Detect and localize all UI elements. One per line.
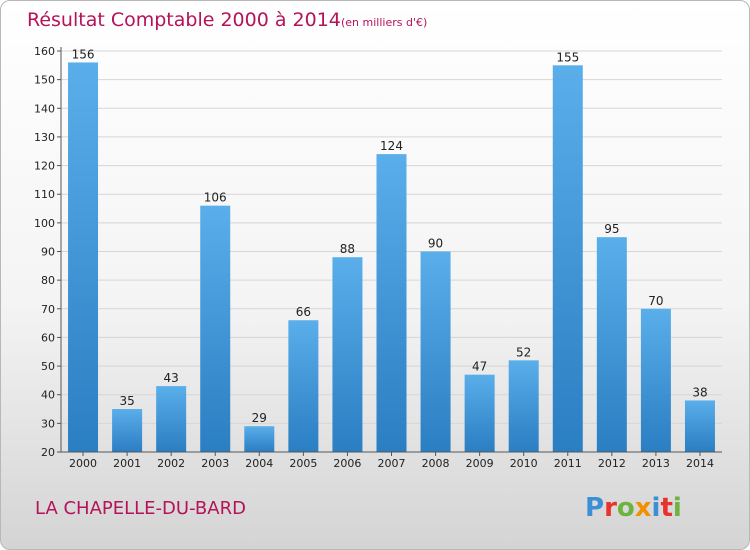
data-label: 95 (604, 222, 619, 236)
x-tick-label: 2014 (686, 457, 714, 470)
y-tick-label: 80 (41, 274, 55, 287)
logo-letter: P (585, 493, 604, 523)
x-tick-label: 2000 (69, 457, 97, 470)
data-label: 43 (164, 371, 179, 385)
data-label: 106 (204, 191, 227, 205)
logo-letter: o (617, 493, 635, 523)
y-tick-label: 70 (41, 303, 55, 316)
bar (420, 251, 451, 452)
x-tick-label: 2012 (598, 457, 626, 470)
y-tick-label: 30 (41, 417, 55, 430)
bar (640, 308, 671, 452)
x-tick-label: 2008 (422, 457, 450, 470)
bar (508, 360, 539, 452)
y-axis: 20 30 40 50 60 70 80 90 100 110 120 130 140 150 160 (34, 45, 61, 459)
bar (288, 320, 319, 452)
data-label: 38 (692, 385, 707, 399)
logo-letter: i (673, 493, 682, 523)
logo-letter: r (604, 493, 617, 523)
data-label: 88 (340, 242, 355, 256)
y-tick-label: 100 (34, 217, 55, 230)
y-tick-label: 130 (34, 131, 55, 144)
data-label: 35 (119, 394, 134, 408)
x-tick-label: 2001 (113, 457, 141, 470)
bar (684, 400, 715, 452)
x-tick-label: 2006 (333, 457, 361, 470)
bar (112, 409, 143, 452)
chart-subtitle: (en milliers d'€) (341, 16, 427, 29)
data-labels: 156 35 43 106 29 66 88 124 90 47 52 155 95 70 38 (72, 47, 708, 425)
x-tick-label: 2003 (201, 457, 229, 470)
bar (464, 374, 495, 452)
bar (376, 154, 407, 452)
y-tick-label: 90 (41, 246, 55, 259)
x-tick-label: 2007 (378, 457, 406, 470)
proxiti-logo: Proxiti (585, 493, 682, 523)
data-label: 47 (472, 360, 487, 374)
y-tick-label: 20 (41, 446, 55, 459)
data-label: 156 (72, 47, 95, 61)
bar (68, 62, 99, 452)
data-label: 90 (428, 237, 443, 251)
y-tick-label: 50 (41, 360, 55, 373)
data-label: 52 (516, 345, 531, 359)
chart-title: Résultat Comptable 2000 à 2014 (27, 9, 341, 31)
bar (332, 257, 363, 452)
x-tick-label: 2005 (289, 457, 317, 470)
logo-letter: x (635, 493, 652, 523)
logo-letter: t (660, 493, 672, 523)
x-axis: 2000 2001 2002 2003 2004 2005 2006 2007 2008 2009… (69, 452, 714, 470)
y-tick-label: 120 (34, 160, 55, 173)
bar (244, 426, 275, 452)
x-tick-label: 2002 (157, 457, 185, 470)
commune-name: LA CHAPELLE-DU-BARD (35, 498, 246, 519)
data-label: 155 (556, 50, 579, 64)
data-label: 66 (296, 305, 311, 319)
data-label: 70 (648, 294, 663, 308)
bar (200, 205, 231, 452)
y-tick-label: 60 (41, 331, 55, 344)
logo-letter: i (652, 493, 661, 523)
x-tick-label: 2011 (554, 457, 582, 470)
bar (552, 65, 583, 453)
bars (68, 62, 715, 453)
data-label: 29 (252, 411, 267, 425)
x-tick-label: 2009 (466, 457, 494, 470)
y-tick-label: 110 (34, 188, 55, 201)
bar (596, 237, 627, 452)
y-tick-label: 160 (34, 45, 55, 58)
y-tick-label: 150 (34, 74, 55, 87)
x-tick-label: 2013 (642, 457, 670, 470)
data-label: 124 (380, 139, 403, 153)
y-tick-label: 40 (41, 389, 55, 402)
x-tick-label: 2004 (245, 457, 273, 470)
x-tick-label: 2010 (510, 457, 538, 470)
bar (156, 386, 187, 452)
y-tick-label: 140 (34, 102, 55, 115)
